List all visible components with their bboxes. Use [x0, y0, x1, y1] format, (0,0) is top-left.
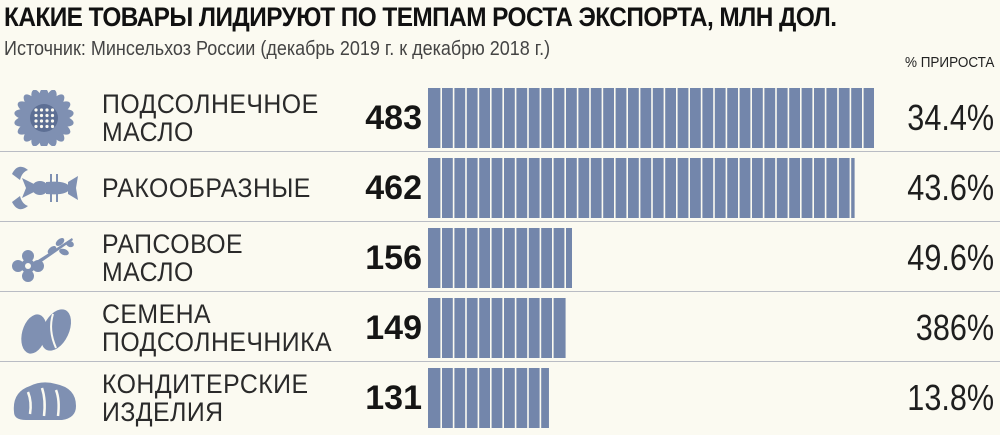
- bar-track: [428, 158, 890, 218]
- row-divider: [0, 151, 1000, 152]
- category-label: ПОДСОЛНЕЧНОЕ МАСЛО: [102, 84, 350, 152]
- category-label: РАКООБРАЗНЫЕ: [102, 154, 350, 222]
- bar: [428, 298, 566, 358]
- crayfish-icon: [12, 166, 78, 210]
- category-label-line: РАПСОВОЕ: [102, 229, 244, 259]
- value-label: 462: [365, 168, 422, 207]
- chart-row: КОНДИТЕРСКИЕ ИЗДЕЛИЯ 131 13.8%: [0, 364, 1000, 432]
- category-label: СЕМЕНА ПОДСОЛНЕЧНИКА: [102, 294, 350, 362]
- category-label-line: ИЗДЕЛИЯ: [102, 397, 224, 427]
- chart-row: РАПСОВОЕ МАСЛО 156 49.6%: [0, 224, 1000, 292]
- bar-track: [428, 228, 890, 288]
- value-label: 156: [365, 238, 422, 277]
- growth-column-header: % ПРИРОСТА: [904, 54, 994, 71]
- row-divider: [0, 361, 1000, 362]
- chart-row: ПОДСОЛНЕЧНОЕ МАСЛО 483 34.4%: [0, 84, 1000, 152]
- row-divider: [0, 221, 1000, 222]
- value-label: 131: [365, 378, 422, 417]
- category-label-line: МАСЛО: [102, 117, 194, 147]
- value-label: 149: [365, 308, 422, 347]
- bar-track: [428, 88, 890, 148]
- row-divider: [0, 291, 1000, 292]
- growth-label: 13.8%: [907, 377, 994, 418]
- category-label: РАПСОВОЕ МАСЛО: [102, 224, 350, 292]
- rapeseed-flower-icon: [12, 238, 74, 282]
- category-label-line: СЕМЕНА: [102, 299, 212, 329]
- chart-row: РАКООБРАЗНЫЕ 462 43.6%: [0, 154, 1000, 222]
- category-label-line: КОНДИТЕРСКИЕ: [102, 369, 309, 399]
- bar: [428, 368, 549, 428]
- sunflower-icon: [14, 90, 74, 146]
- growth-label: 386%: [915, 307, 994, 348]
- category-label-line: РАКООБРАЗНЫЕ: [102, 173, 311, 203]
- chart-title: КАКИЕ ТОВАРЫ ЛИДИРУЮТ ПО ТЕМПАМ РОСТА ЭК…: [4, 2, 837, 32]
- category-label-line: МАСЛО: [102, 257, 194, 287]
- bread-icon: [13, 382, 77, 420]
- bar: [428, 228, 573, 288]
- bar-track: [428, 298, 890, 358]
- growth-label: 34.4%: [907, 97, 994, 138]
- chart-row: СЕМЕНА ПОДСОЛНЕЧНИКА 149 386%: [0, 294, 1000, 362]
- bar-track: [428, 368, 890, 428]
- growth-label: 49.6%: [907, 237, 994, 278]
- category-label: КОНДИТЕРСКИЕ ИЗДЕЛИЯ: [102, 364, 350, 432]
- category-label-line: ПОДСОЛНЕЧНИКА: [102, 327, 333, 357]
- chart-subtitle: Источник: Минсельхоз России (декабрь 201…: [4, 38, 551, 60]
- bar: [428, 158, 855, 218]
- seeds-icon: [21, 309, 72, 354]
- category-label-line: ПОДСОЛНЕЧНОЕ: [102, 89, 319, 119]
- value-label: 483: [365, 98, 422, 137]
- bar: [428, 88, 874, 148]
- growth-label: 43.6%: [907, 167, 994, 208]
